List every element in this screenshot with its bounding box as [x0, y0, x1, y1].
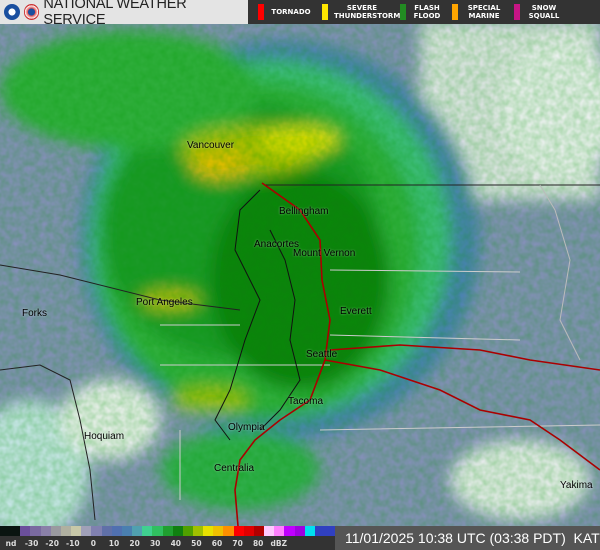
legend-swatch	[91, 526, 102, 536]
city-label: Seattle	[306, 349, 338, 360]
legend-tick: nd	[5, 539, 17, 548]
legend-swatch	[253, 526, 265, 536]
city-label: Vancouver	[187, 140, 235, 151]
city-label: Centralia	[214, 463, 255, 474]
noaa-logo-icon	[4, 4, 20, 20]
legend-swatch	[314, 526, 325, 536]
borders	[0, 184, 600, 521]
legend-swatch	[284, 526, 295, 536]
legend-swatch	[60, 526, 72, 536]
legend-tick: 30	[149, 539, 161, 548]
legend-tick: 70	[232, 539, 243, 548]
legend-swatch	[142, 526, 153, 536]
city-label: Hoquiam	[84, 431, 125, 442]
snow-squall-swatch	[514, 4, 520, 20]
legend-swatch	[233, 526, 244, 536]
city-label: Everett	[340, 306, 372, 317]
timestamp-bar: 11/01/2025 10:38 UTC (03:38 PDT) KATX	[335, 526, 600, 550]
warning-tornado[interactable]: TORNADO	[248, 0, 312, 24]
legend-swatch	[132, 526, 143, 536]
legend-tick: 50	[191, 539, 202, 548]
warning-snow-squall[interactable]: SNOW SQUALL	[504, 0, 562, 24]
legend-swatch	[172, 526, 183, 536]
city-label: Mount Vernon	[293, 248, 356, 259]
timestamp: 11/01/2025 10:38 UTC (03:38 PDT)	[345, 530, 566, 546]
legend-swatch	[213, 526, 224, 536]
legend-swatch	[101, 526, 112, 536]
legend-tick: dBZ	[270, 539, 288, 548]
legend-tick: 0	[90, 539, 96, 548]
special-marine-swatch	[452, 4, 458, 20]
city-label: Forks	[22, 308, 47, 319]
flash-flood-swatch	[400, 4, 406, 20]
legend-swatch	[152, 526, 163, 536]
legend-tick: -20	[45, 539, 59, 548]
legend-swatch	[20, 526, 31, 536]
legend-swatch	[162, 526, 173, 536]
dbz-legend: nd -30 -20 -10 0 10 20 30 40 50 60 70 80 dBZ	[0, 526, 336, 550]
legend-tick: 40	[170, 539, 182, 548]
legend-swatch	[111, 526, 122, 536]
legend-swatch	[71, 526, 82, 536]
legend-swatch	[223, 526, 234, 536]
legend-tick: -30	[24, 539, 39, 548]
city-label: Tacoma	[288, 396, 324, 407]
legend-tick: 60	[211, 539, 223, 548]
legend-swatch	[325, 526, 336, 536]
warning-special-marine[interactable]: SPECIAL MARINE	[442, 0, 504, 24]
warning-severe-thunderstorm[interactable]: SEVERE THUNDERSTORM	[312, 0, 400, 24]
nws-header: NATIONAL WEATHER SERVICE	[0, 0, 248, 28]
legend-swatch	[203, 526, 214, 536]
city-label: Olympia	[228, 422, 265, 433]
legend-swatch	[294, 526, 305, 536]
site-title: NATIONAL WEATHER SERVICE	[43, 0, 187, 28]
city-label: Yakima	[560, 480, 593, 491]
legend-swatch	[40, 526, 51, 536]
legend-tick: 80	[252, 539, 264, 548]
legend-tick: 10	[108, 539, 120, 548]
legend-swatch	[304, 526, 315, 536]
warning-legend: TORNADO SEVERE THUNDERSTORM FLASH FLOOD …	[248, 0, 600, 24]
legend-swatch	[121, 526, 133, 536]
legend-swatch	[192, 526, 204, 536]
legend-swatch	[274, 526, 285, 536]
highways	[234, 182, 600, 550]
city-label: Bellingham	[279, 206, 329, 217]
legend-swatch	[50, 526, 61, 536]
legend-swatch	[30, 526, 41, 536]
legend-tick: 20	[129, 539, 140, 548]
legend-swatch	[10, 526, 21, 536]
severe-thunderstorm-swatch	[322, 4, 328, 20]
legend-swatch	[182, 526, 193, 536]
dbz-color-bar	[0, 526, 336, 536]
city-label: Anacortes	[254, 239, 300, 250]
nws-logo-icon	[23, 4, 40, 20]
tornado-swatch	[258, 4, 264, 20]
legend-swatch	[0, 526, 11, 536]
legend-swatch	[243, 526, 254, 536]
warning-flash-flood[interactable]: FLASH FLOOD	[390, 0, 442, 24]
legend-swatch	[81, 526, 92, 536]
city-label: Port Angeles	[136, 297, 193, 308]
radar-station: KATX	[573, 530, 600, 546]
legend-tick: -10	[66, 539, 80, 548]
legend-swatch	[264, 526, 275, 536]
